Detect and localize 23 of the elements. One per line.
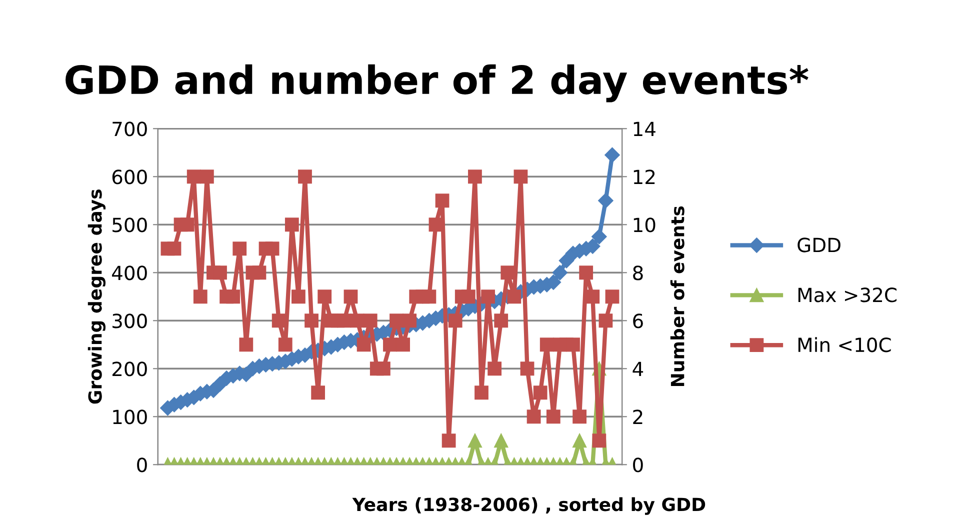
y2-tick-label: 12 bbox=[634, 170, 655, 184]
y2-tick-label: 8 bbox=[633, 266, 643, 280]
y2-tick-label: 2 bbox=[633, 410, 642, 424]
y-tick-label: 400 bbox=[112, 266, 147, 280]
legend-label: Min <10C bbox=[798, 337, 891, 352]
y-tick-label: 500 bbox=[112, 218, 147, 232]
legend-label: GDD bbox=[798, 238, 840, 252]
y-axis-title: Growing degree days bbox=[88, 190, 106, 404]
y-tick-label: 100 bbox=[113, 410, 147, 424]
y2-tick-label: 0 bbox=[633, 458, 643, 472]
y-tick-label: 600 bbox=[112, 170, 147, 184]
x-axis-title: Years (1938-2006) , sorted by GDD bbox=[352, 497, 706, 515]
y-tick-label: 200 bbox=[112, 362, 147, 376]
y-tick-label: 0 bbox=[137, 458, 147, 472]
y2-axis-title: Number of events bbox=[670, 206, 684, 386]
y2-tick-label: 4 bbox=[632, 362, 644, 376]
y2-tick-label: 10 bbox=[634, 218, 656, 232]
chart-title: GDD and number of 2 day events* bbox=[66, 64, 808, 102]
y-tick-label: 700 bbox=[112, 122, 147, 136]
y-tick-label: 300 bbox=[112, 314, 147, 328]
legend-label: Max >32C bbox=[798, 288, 896, 302]
y2-tick-label: 14 bbox=[634, 122, 656, 136]
y2-tick-label: 6 bbox=[633, 314, 643, 328]
